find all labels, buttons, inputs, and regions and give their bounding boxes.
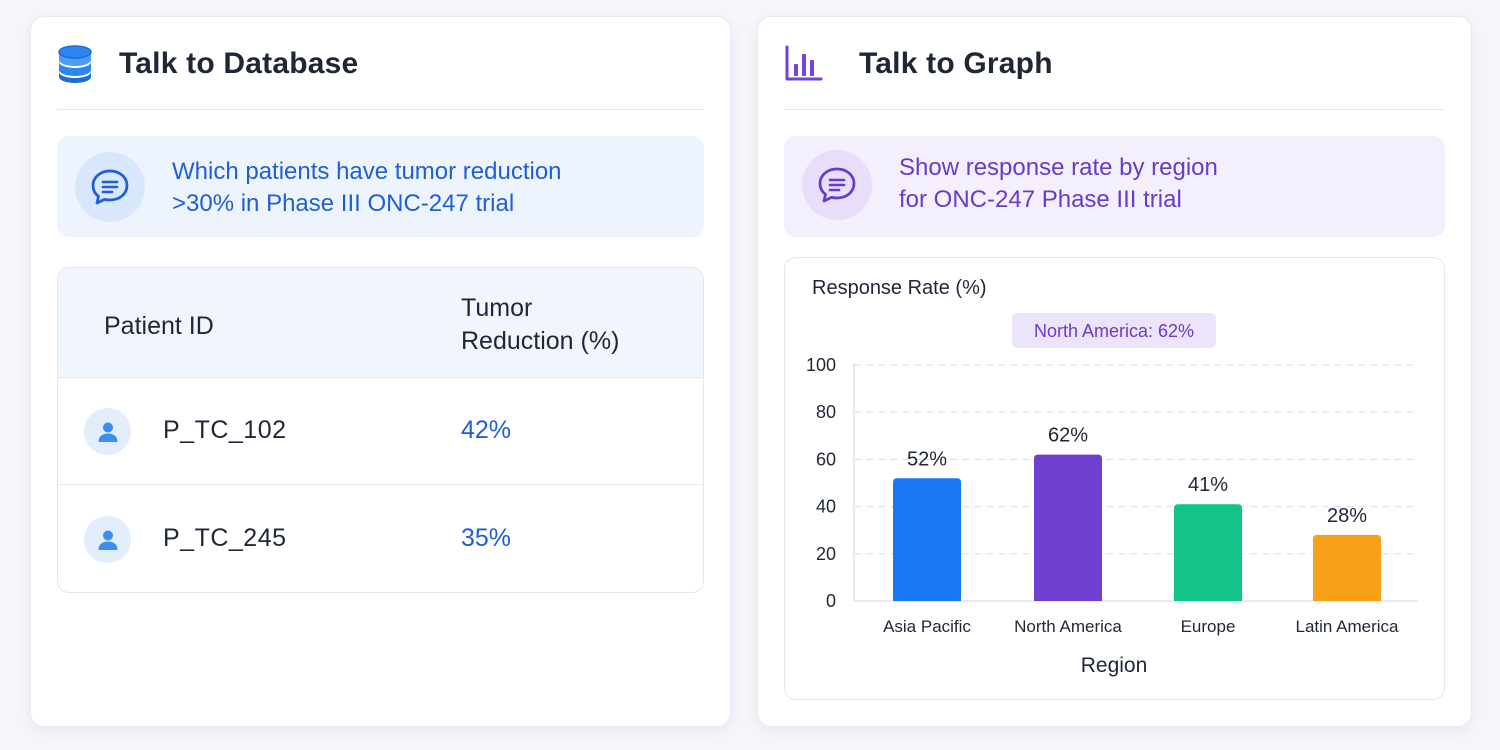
response-rate-chart: Response Rate (%) North America: 62% 0 20 40… — [784, 257, 1445, 700]
results-table: Patient ID Tumor Reduction (%) P_TC_102 … — [57, 267, 704, 593]
x-axis-title: Region — [1081, 654, 1148, 677]
graph-panel-header: Talk to Graph — [784, 17, 1445, 110]
bar-europe — [1174, 504, 1242, 601]
database-query[interactable]: Which patients have tumor reduction >30%… — [57, 136, 704, 237]
graph-query-text: Show response rate by region for ONC-247… — [899, 152, 1425, 216]
x-tick-label: Latin America — [1296, 617, 1400, 636]
y-axis-title: Response Rate (%) — [812, 277, 987, 299]
chat-bubble-icon — [75, 152, 145, 222]
graph-panel-title: Talk to Graph — [859, 47, 1053, 80]
tumor-reduction-value: 42% — [461, 416, 512, 444]
patient-id: P_TC_245 — [163, 524, 287, 552]
user-icon — [84, 516, 131, 563]
bar-chart-icon — [785, 45, 823, 81]
database-query-text: Which patients have tumor reduction >30%… — [172, 156, 684, 220]
y-tick-label: 100 — [806, 355, 836, 375]
graph-query-line-1: Show response rate by region — [899, 154, 1218, 181]
database-panel: Talk to Database Which patients have tum… — [30, 16, 731, 727]
y-tick-label: 20 — [816, 544, 836, 564]
tumor-reduction-value: 35% — [461, 524, 512, 552]
highlight-badge — [1012, 313, 1216, 348]
bar-value-label: 28% — [1327, 505, 1367, 527]
y-tick-label: 0 — [826, 591, 836, 611]
y-tick-label: 60 — [816, 449, 836, 469]
user-icon — [84, 408, 131, 455]
x-tick-label: Europe — [1181, 617, 1236, 636]
column-header-patient-id: Patient ID — [104, 312, 214, 340]
bar-value-label: 62% — [1048, 425, 1088, 447]
column-header-tumor-line-2: Reduction (%) — [461, 327, 620, 355]
database-panel-header: Talk to Database — [57, 17, 704, 110]
table-row[interactable]: P_TC_102 42% — [58, 378, 703, 485]
y-tick-label: 40 — [816, 497, 836, 517]
bar-north-america — [1034, 454, 1102, 601]
column-header-tumor-line-1: Tumor — [461, 294, 533, 322]
x-tick-label: North America — [1014, 617, 1122, 636]
column-header-tumor-reduction: Tumor Reduction (%) — [461, 292, 619, 358]
graph-query-line-2: for ONC-247 Phase III trial — [899, 186, 1182, 213]
database-icon — [58, 45, 92, 83]
x-tick-label: Asia Pacific — [883, 617, 971, 636]
y-tick-label: 80 — [816, 402, 836, 422]
database-panel-title: Talk to Database — [119, 47, 359, 80]
highlight-badge-text: North America: 62% — [1034, 321, 1194, 341]
bar-value-label: 41% — [1188, 474, 1228, 496]
graph-panel: Talk to Graph Show response rate by regi… — [757, 16, 1472, 727]
bar-chart: Response Rate (%) North America: 62% 0 20 40… — [806, 277, 1418, 677]
table-header: Patient ID Tumor Reduction (%) — [58, 268, 703, 378]
database-query-line-1: Which patients have tumor reduction — [172, 158, 562, 185]
table-row[interactable]: P_TC_245 35% — [58, 486, 703, 592]
bar-value-label: 52% — [907, 448, 947, 470]
graph-query[interactable]: Show response rate by region for ONC-247… — [784, 136, 1445, 237]
patient-id: P_TC_102 — [163, 416, 287, 444]
database-query-line-2: >30% in Phase III ONC-247 trial — [172, 190, 515, 217]
chat-bubble-icon — [802, 150, 872, 220]
bar-latin-america — [1313, 534, 1381, 601]
bar-asia-pacific — [893, 478, 961, 601]
